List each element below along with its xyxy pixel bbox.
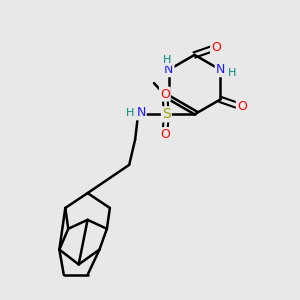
Text: N: N [216,63,225,76]
Text: S: S [162,107,171,121]
Text: O: O [211,41,221,54]
Text: H: H [163,55,172,65]
Text: H: H [126,108,134,118]
Text: H: H [227,68,236,78]
Text: O: O [160,88,170,100]
Text: O: O [160,128,170,141]
Text: O: O [237,100,247,113]
Text: N: N [136,106,146,119]
Text: N: N [164,63,173,76]
